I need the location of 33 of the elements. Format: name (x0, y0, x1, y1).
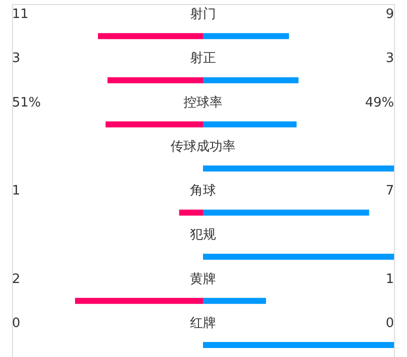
text: 51% (12, 95, 41, 110)
y-tick-label: 射门 (190, 6, 216, 22)
bar (106, 121, 203, 128)
bar (75, 298, 203, 304)
annotation: 3 (386, 51, 394, 66)
y-tick-label: 控球率 (184, 94, 222, 110)
bar (203, 77, 298, 84)
y-tick-label: 射正 (190, 51, 216, 66)
text: 1 (12, 184, 20, 199)
y-tick-label: 黄牌 (190, 272, 216, 287)
bar (108, 77, 203, 84)
bar (98, 33, 203, 40)
y-tick-label: 红牌 (190, 316, 216, 331)
annotation: 0 (386, 316, 394, 331)
annotation: 9 (386, 7, 394, 22)
bar (203, 254, 394, 260)
text: 11 (12, 7, 29, 22)
bar (203, 165, 394, 172)
annotation: 7 (386, 184, 394, 199)
annotation: 1 (386, 272, 394, 287)
annotation: 49% (365, 95, 394, 110)
y-tick-label: 犯规 (190, 228, 216, 243)
y-tick-label: 角球 (190, 184, 216, 199)
bar (203, 342, 394, 348)
bar (203, 298, 266, 304)
text: 2 (12, 272, 20, 287)
bar (203, 121, 297, 128)
y-tick-label: 传球成功率 (170, 138, 236, 154)
text: 3 (12, 51, 20, 66)
bar (203, 33, 289, 40)
bar (203, 210, 370, 216)
bar (179, 210, 203, 216)
text: 0 (12, 316, 20, 331)
